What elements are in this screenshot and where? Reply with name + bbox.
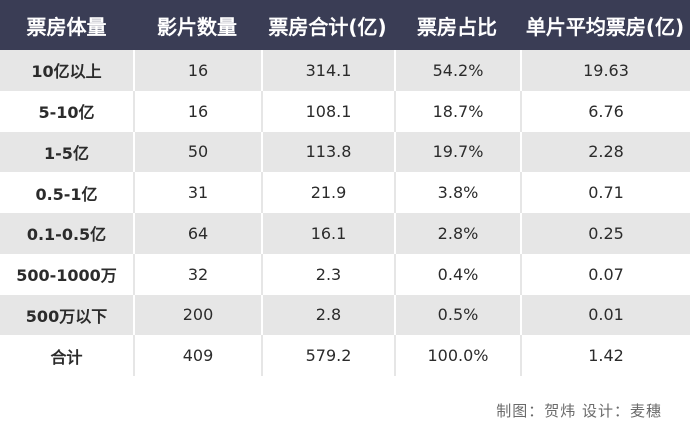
cell-total: 21.9 xyxy=(261,172,394,213)
cell-tier: 500-1000万 xyxy=(16,266,117,286)
cell-tier: 合计 xyxy=(50,347,83,367)
table-row: 10亿以上 16 314.1 54.2% 19.63 xyxy=(0,50,690,91)
cell-count: 16 xyxy=(133,90,261,132)
cell-total: 2.8 xyxy=(261,294,394,336)
cell-share: 0.4% xyxy=(394,253,520,295)
cell-total: 113.8 xyxy=(261,131,394,173)
table-row: 500万以下 200 2.8 0.5% 0.01 xyxy=(0,294,690,336)
cell-tier: 500万以下 xyxy=(25,306,108,326)
table-row: 0.1-0.5亿 64 16.1 2.8% 0.25 xyxy=(0,213,690,254)
cell-average: 0.25 xyxy=(520,213,690,254)
box-office-table: 票房体量 影片数量 票房合计(亿) 票房占比 单片平均票房(亿) 10亿以上 1… xyxy=(0,0,690,376)
cell-average: 1.42 xyxy=(520,335,690,376)
cell-total: 579.2 xyxy=(261,335,394,376)
cell-tier: 0.1-0.5亿 xyxy=(26,225,107,245)
cell-average: 6.76 xyxy=(520,90,690,132)
cell-share: 18.7% xyxy=(394,90,520,132)
cell-tier: 10亿以上 xyxy=(31,62,102,82)
cell-average: 2.28 xyxy=(520,131,690,173)
credit-line: 制图：贺炜 设计：麦穗 xyxy=(496,402,662,420)
cell-share: 0.5% xyxy=(394,294,520,336)
cell-total: 2.3 xyxy=(261,253,394,295)
cell-count: 16 xyxy=(133,50,261,91)
cell-average: 0.01 xyxy=(520,294,690,336)
cell-count: 31 xyxy=(133,172,261,213)
cell-share: 19.7% xyxy=(394,131,520,173)
cell-average: 0.07 xyxy=(520,253,690,295)
cell-share: 100.0% xyxy=(394,335,520,376)
cell-share: 2.8% xyxy=(394,213,520,254)
header-box-office-total: 票房合计(亿) xyxy=(268,14,387,39)
cell-tier: 1-5亿 xyxy=(44,143,89,163)
header-film-count: 影片数量 xyxy=(157,14,237,39)
cell-average: 0.71 xyxy=(520,172,690,213)
header-box-office-share: 票房占比 xyxy=(417,14,497,39)
cell-count: 409 xyxy=(133,335,261,376)
table-row-total: 合计 409 579.2 100.0% 1.42 xyxy=(0,335,690,376)
table-row: 0.5-1亿 31 21.9 3.8% 0.71 xyxy=(0,172,690,213)
table-row: 5-10亿 16 108.1 18.7% 6.76 xyxy=(0,90,690,132)
header-avg-per-film: 单片平均票房(亿) xyxy=(525,14,685,39)
cell-tier: 5-10亿 xyxy=(38,103,95,123)
cell-count: 64 xyxy=(133,213,261,254)
cell-share: 54.2% xyxy=(394,50,520,91)
cell-total: 314.1 xyxy=(261,50,394,91)
table-row: 500-1000万 32 2.3 0.4% 0.07 xyxy=(0,253,690,295)
cell-total: 108.1 xyxy=(261,90,394,132)
cell-average: 19.63 xyxy=(520,50,690,91)
table-row: 1-5亿 50 113.8 19.7% 2.28 xyxy=(0,131,690,173)
cell-count: 200 xyxy=(133,294,261,336)
cell-share: 3.8% xyxy=(394,172,520,213)
cell-total: 16.1 xyxy=(261,213,394,254)
cell-count: 32 xyxy=(133,253,261,295)
cell-tier: 0.5-1亿 xyxy=(35,184,98,204)
header-box-office-tier: 票房体量 xyxy=(26,14,107,39)
table-header-row: 票房体量 影片数量 票房合计(亿) 票房占比 单片平均票房(亿) xyxy=(0,0,690,50)
cell-count: 50 xyxy=(133,131,261,173)
